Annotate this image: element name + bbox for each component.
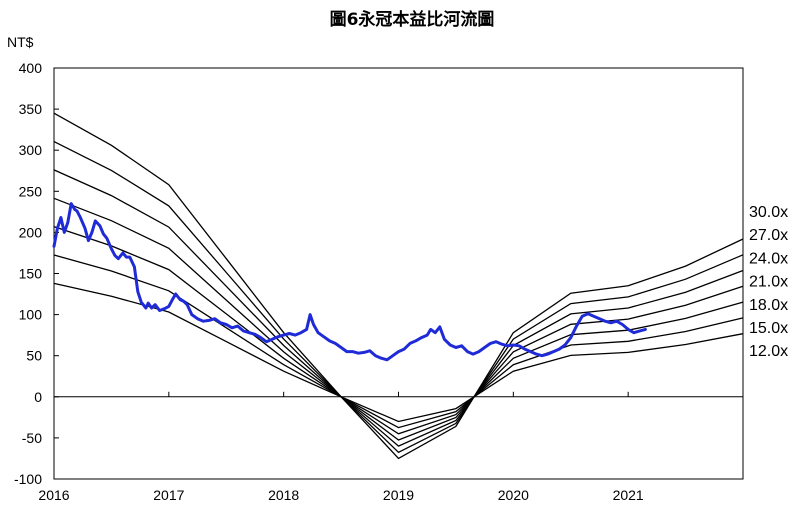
x-tick-label: 2019 — [383, 487, 414, 503]
y-tick-label: 0 — [34, 389, 42, 405]
price-series — [52, 202, 647, 362]
pe-band-label: 12.0x — [749, 343, 788, 360]
pe-band-line-12x — [53, 282, 744, 423]
pe-band-label: 18.0x — [749, 297, 788, 314]
chart-title: 圖6永冠本益比河流圖 — [330, 9, 495, 30]
pe-band-label: 15.0x — [749, 320, 788, 337]
pe-band-label: 30.0x — [749, 204, 788, 221]
x-tick-label: 2020 — [498, 487, 529, 503]
x-tick-label: 2017 — [153, 487, 184, 503]
pe-band-line-21x — [53, 197, 744, 441]
y-tick-label: 400 — [19, 60, 43, 76]
y-tick-label: 50 — [26, 348, 42, 364]
pe-band-line-24x — [53, 169, 744, 447]
pe-band-label: 21.0x — [749, 274, 788, 291]
y-tick-label: 200 — [19, 224, 43, 240]
stock-price-line — [52, 202, 647, 362]
y-tick-label: -50 — [22, 430, 42, 446]
x-axis: 2016 2017 2018 2019 2020 2021 — [38, 391, 644, 503]
y-tick-label: 300 — [19, 142, 43, 158]
plot-area — [53, 67, 744, 480]
x-tick-label: 2016 — [38, 487, 69, 503]
y-tick-label: 150 — [19, 266, 43, 282]
x-tick-label: 2018 — [268, 487, 299, 503]
y-axis: -100 -50 0 50 100 150 200 250 300 350 400 — [14, 60, 59, 487]
pe-band-line-15x — [53, 254, 744, 429]
y-axis-unit-label: NT$ — [7, 34, 34, 50]
pe-band-lines — [53, 112, 744, 460]
pe-band-labels: 30.0x 27.0x 24.0x 21.0x 18.0x 15.0x 12.0x — [749, 204, 788, 360]
y-tick-label: 350 — [19, 101, 43, 117]
pe-band-line-30x — [53, 112, 744, 460]
y-tick-label: 250 — [19, 183, 43, 199]
pe-band-label: 27.0x — [749, 227, 788, 244]
y-tick-label: -100 — [14, 471, 42, 487]
x-tick-label: 2021 — [613, 487, 644, 503]
pe-band-line-27x — [53, 141, 744, 454]
y-tick-label: 100 — [19, 307, 43, 323]
pe-band-label: 24.0x — [749, 250, 788, 267]
